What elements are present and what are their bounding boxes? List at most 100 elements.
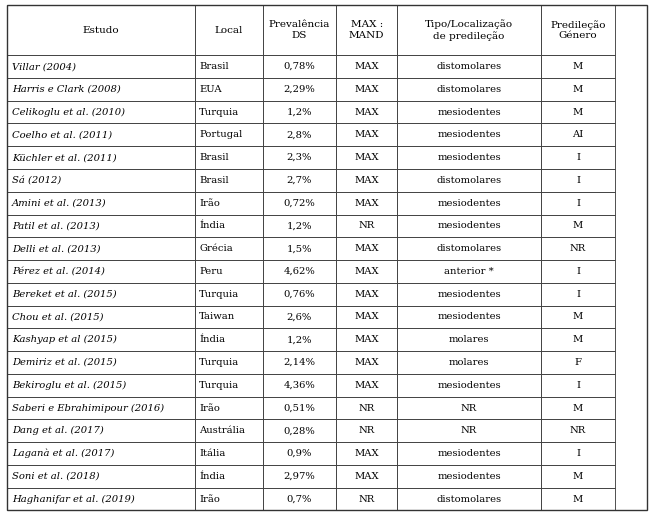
- Text: Coelho et al. (2011): Coelho et al. (2011): [12, 130, 112, 140]
- Text: 2,14%: 2,14%: [283, 358, 315, 367]
- Text: 1,2%: 1,2%: [287, 335, 312, 344]
- Bar: [397, 55, 541, 78]
- Text: NR: NR: [359, 222, 375, 230]
- Text: Bereket et al. (2015): Bereket et al. (2015): [12, 290, 116, 299]
- Text: 0,7%: 0,7%: [287, 495, 312, 504]
- Bar: [336, 283, 397, 306]
- Text: 0,72%: 0,72%: [283, 199, 315, 208]
- Bar: [336, 169, 397, 192]
- Bar: [196, 78, 263, 101]
- Bar: [336, 192, 397, 214]
- Bar: [263, 192, 336, 214]
- Bar: [541, 78, 615, 101]
- Bar: [397, 192, 541, 214]
- Text: Itália: Itália: [200, 449, 226, 458]
- Bar: [196, 124, 263, 146]
- Text: 0,51%: 0,51%: [283, 404, 315, 412]
- Bar: [397, 260, 541, 283]
- Bar: [196, 214, 263, 238]
- Bar: [397, 283, 541, 306]
- Bar: [196, 465, 263, 488]
- Text: mesiodentes: mesiodentes: [437, 472, 501, 481]
- Bar: [336, 442, 397, 465]
- Text: Brasil: Brasil: [200, 176, 229, 185]
- Text: mesiodentes: mesiodentes: [437, 199, 501, 208]
- Text: 2,29%: 2,29%: [283, 85, 315, 94]
- Bar: [263, 306, 336, 328]
- Text: distomolares: distomolares: [437, 495, 502, 504]
- Bar: [263, 283, 336, 306]
- Text: M: M: [573, 85, 583, 94]
- Bar: [263, 55, 336, 78]
- Bar: [541, 465, 615, 488]
- Bar: [541, 488, 615, 510]
- Bar: [336, 306, 397, 328]
- Text: mesiodentes: mesiodentes: [437, 290, 501, 299]
- Text: MAX: MAX: [354, 381, 379, 390]
- Bar: [263, 488, 336, 510]
- Bar: [336, 397, 397, 420]
- Text: mesiodentes: mesiodentes: [437, 130, 501, 140]
- Bar: [336, 420, 397, 442]
- Bar: [541, 260, 615, 283]
- Text: Turquia: Turquia: [200, 358, 239, 367]
- Bar: [196, 442, 263, 465]
- Bar: [263, 146, 336, 169]
- Text: Tipo/Localização
de predileção: Tipo/Localização de predileção: [425, 19, 513, 41]
- Text: 2,97%: 2,97%: [283, 472, 315, 481]
- Bar: [541, 306, 615, 328]
- Text: distomolares: distomolares: [437, 62, 502, 71]
- Text: Irão: Irão: [200, 404, 220, 412]
- Bar: [336, 488, 397, 510]
- Bar: [196, 306, 263, 328]
- Text: NR: NR: [359, 426, 375, 435]
- Bar: [263, 397, 336, 420]
- Text: M: M: [573, 62, 583, 71]
- Text: MAX: MAX: [354, 176, 379, 185]
- Bar: [263, 420, 336, 442]
- Bar: [6, 146, 196, 169]
- Bar: [541, 214, 615, 238]
- Text: I: I: [576, 381, 580, 390]
- Text: Patil et al. (2013): Patil et al. (2013): [12, 222, 99, 230]
- Bar: [397, 351, 541, 374]
- Text: mesiodentes: mesiodentes: [437, 222, 501, 230]
- Bar: [397, 78, 541, 101]
- Text: Prevalência
DS: Prevalência DS: [268, 21, 330, 40]
- Bar: [196, 5, 263, 55]
- Text: 1,2%: 1,2%: [287, 108, 312, 116]
- Bar: [6, 169, 196, 192]
- Bar: [336, 351, 397, 374]
- Bar: [196, 192, 263, 214]
- Bar: [397, 465, 541, 488]
- Bar: [263, 169, 336, 192]
- Bar: [6, 192, 196, 214]
- Bar: [541, 397, 615, 420]
- Bar: [541, 55, 615, 78]
- Bar: [397, 238, 541, 260]
- Text: Saberi e Ebrahimipour (2016): Saberi e Ebrahimipour (2016): [12, 403, 164, 412]
- Text: MAX: MAX: [354, 130, 379, 140]
- Text: I: I: [576, 153, 580, 162]
- Text: Pérez et al. (2014): Pérez et al. (2014): [12, 267, 105, 276]
- Bar: [6, 283, 196, 306]
- Bar: [397, 214, 541, 238]
- Text: NR: NR: [570, 244, 586, 253]
- Text: Predileção
Género: Predileção Género: [550, 20, 606, 40]
- Bar: [263, 214, 336, 238]
- Text: NR: NR: [461, 404, 477, 412]
- Bar: [6, 101, 196, 124]
- Bar: [6, 442, 196, 465]
- Text: 2,3%: 2,3%: [287, 153, 312, 162]
- Text: M: M: [573, 222, 583, 230]
- Text: Peru: Peru: [200, 267, 223, 276]
- Text: 1,5%: 1,5%: [287, 244, 312, 253]
- Text: I: I: [576, 449, 580, 458]
- Text: Turquia: Turquia: [200, 108, 239, 116]
- Text: I: I: [576, 176, 580, 185]
- Bar: [397, 169, 541, 192]
- Text: NR: NR: [359, 404, 375, 412]
- Text: Taiwan: Taiwan: [200, 312, 235, 322]
- Text: Índia: Índia: [200, 472, 226, 481]
- Bar: [196, 169, 263, 192]
